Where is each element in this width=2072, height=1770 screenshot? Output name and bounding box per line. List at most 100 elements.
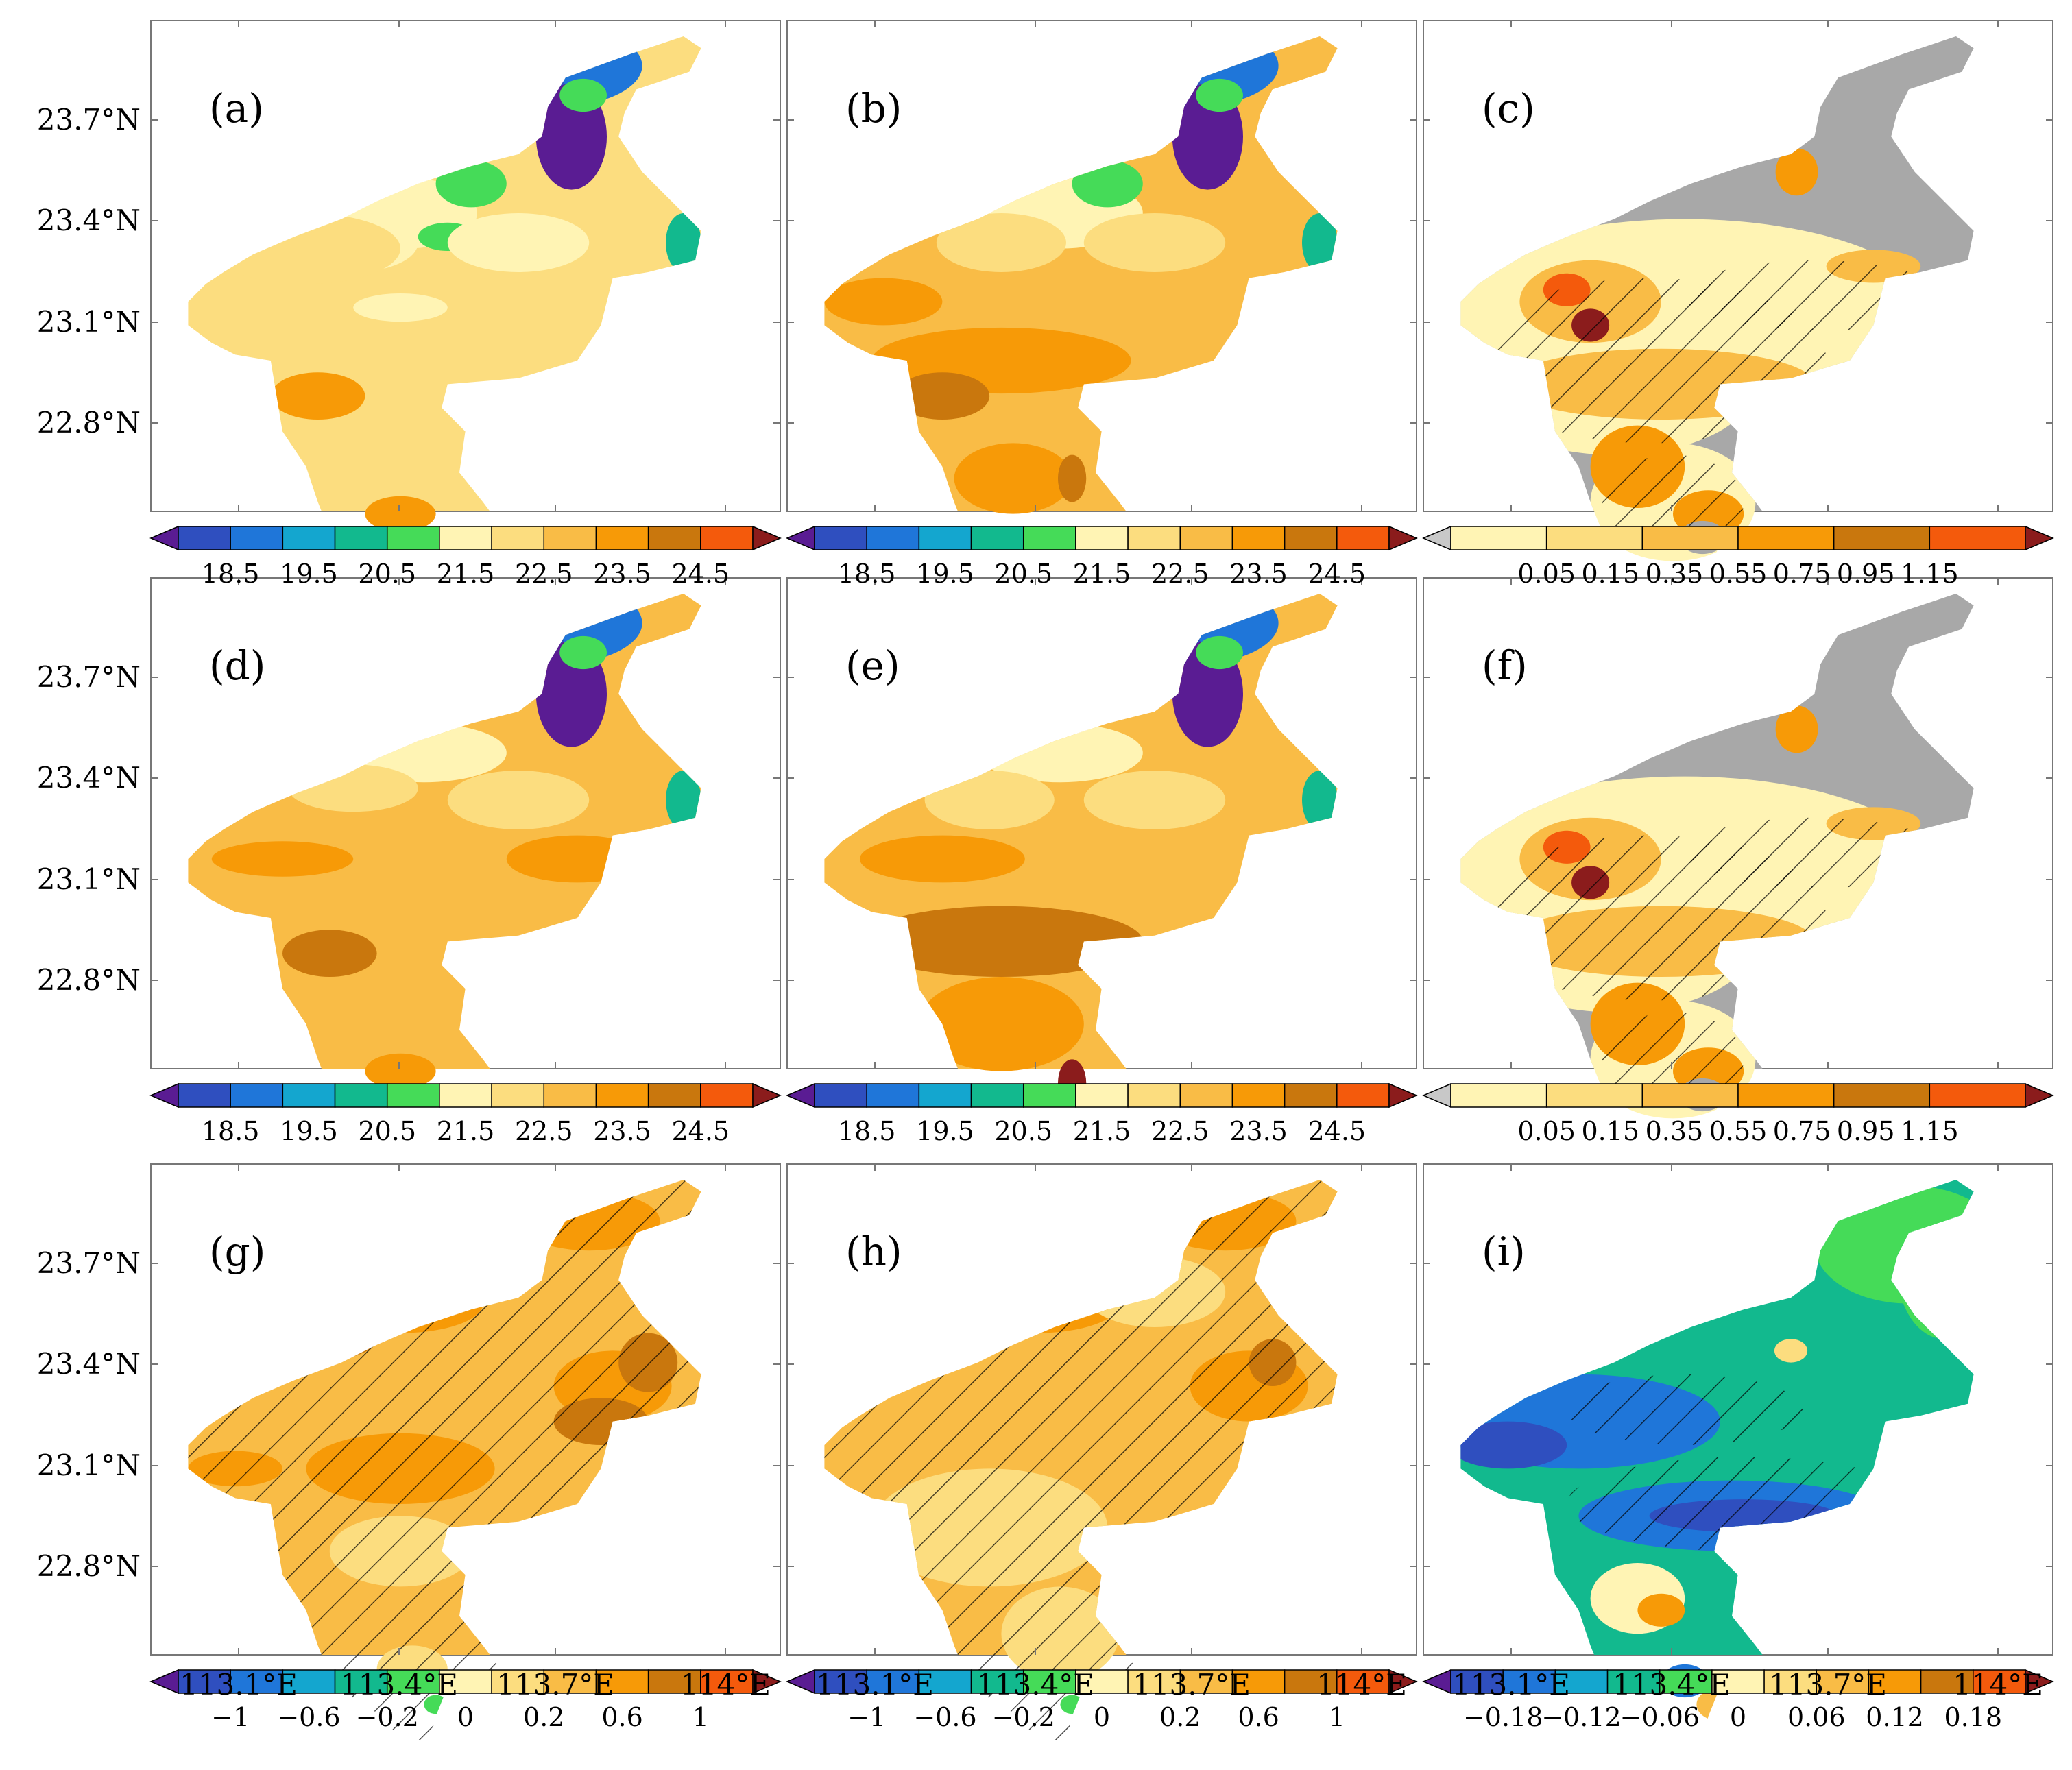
colorbar-segment (595, 526, 649, 550)
colorbar-tick-label: 0 (1730, 1702, 1746, 1732)
contour-region (447, 771, 590, 829)
colorbar-segment (439, 1083, 492, 1108)
contour-region (559, 78, 607, 112)
colorbar-a: 18.5 19.5 20.5 21.5 22.5 23.5 24.5 (149, 525, 782, 589)
colorbar-tick-label: 0.55 (1709, 1116, 1768, 1146)
colorbar-segment (814, 526, 867, 550)
colorbar-tick-label: 0.6 (1238, 1702, 1279, 1732)
colorbar-segment (1641, 526, 1739, 550)
panel-label: (i) (1482, 1228, 1526, 1275)
colorbar-tick-label: −0.6 (277, 1702, 340, 1732)
longitude-label: 113.7°E (496, 1668, 614, 1701)
colorbar-tick-label: 0.15 (1581, 559, 1639, 589)
colorbar-segment (1075, 526, 1129, 550)
contour-region (353, 293, 448, 322)
colorbar-tick-label: 24.5 (672, 559, 730, 589)
colorbar-segment (439, 526, 492, 550)
colorbar-segment (1929, 1083, 2026, 1108)
colorbar-segment (491, 1083, 545, 1108)
colorbar-segment (1737, 526, 1835, 550)
colorbar-tick-label: 19.5 (280, 559, 338, 589)
colorbar-tick-label: 24.5 (1308, 1116, 1366, 1146)
colorbar-segment (1022, 1669, 1076, 1694)
colorbar-arrow-left (786, 1082, 815, 1108)
colorbar-segment (1833, 526, 1931, 550)
colorbar-tick-label: 21.5 (437, 559, 495, 589)
colorbar-segment (282, 1083, 336, 1108)
colorbar-arrow-left (149, 1082, 179, 1108)
colorbar-segment (1179, 1669, 1233, 1694)
colorbar-segment (1737, 1083, 1835, 1108)
longitude-label: 114°E (1316, 1668, 1407, 1701)
longitude-label: 113.4°E (1613, 1668, 1731, 1701)
colorbar-segment (230, 526, 284, 550)
colorbar-arrow-right (2025, 1669, 2054, 1695)
colorbar-tick-label: 0.2 (1159, 1702, 1201, 1732)
colorbar-tick-label: 1.15 (1901, 559, 1959, 589)
latitude-label: 23.4°N (37, 761, 141, 795)
latitude-label: 22.8°N (37, 963, 141, 997)
contour-region (1083, 213, 1226, 272)
colorbar-tick-label: −0.18 (1463, 1702, 1543, 1732)
longitude-label: 113.7°E (1769, 1668, 1887, 1701)
colorbar-f: 0.05 0.15 0.35 0.55 0.75 0.95 1.15 (1422, 1082, 2054, 1146)
panel-a: (a) (150, 20, 781, 532)
colorbar-tick-label: 0.05 (1517, 1116, 1576, 1146)
longitude-label: 114°E (680, 1668, 771, 1701)
colorbar-tick-label: 22.5 (515, 1116, 573, 1146)
colorbar-tick-label: 0.15 (1581, 1116, 1639, 1146)
longitude-label: 113.7°E (1133, 1668, 1251, 1701)
colorbar-segment (386, 526, 440, 550)
colorbar-segment (1606, 1669, 1661, 1694)
colorbar-arrow-left (786, 1669, 815, 1695)
longitude-label: 113.4°E (340, 1668, 458, 1701)
colorbar-tick-label: 22.5 (515, 559, 573, 589)
contour-region (282, 930, 377, 977)
contour-region (1072, 160, 1143, 208)
panel-i: (i) (1423, 1163, 2053, 1721)
colorbar-tick-label: 0.2 (523, 1702, 564, 1732)
colorbar-segment (1450, 1669, 1504, 1694)
contour-region (1057, 454, 1087, 502)
colorbar-segment (970, 526, 1024, 550)
panel-label: (g) (209, 1228, 265, 1275)
contour-region (954, 443, 1072, 514)
latitude-label: 23.7°N (37, 660, 141, 694)
latitude-label: 23.4°N (37, 204, 141, 237)
colorbar-segment (1920, 1669, 1974, 1694)
colorbar-tick-label: 0.95 (1837, 1116, 1895, 1146)
colorbar-arrow-right (2025, 1082, 2054, 1108)
colorbar-segment (866, 526, 920, 550)
panel-f: (f) (1423, 577, 2053, 1119)
colorbar-tick-label: 18.5 (202, 1116, 260, 1146)
colorbar-e: 18.5 19.5 20.5 21.5 22.5 23.5 24.5 (786, 1082, 1418, 1146)
contour-region (1302, 771, 1338, 830)
colorbar-segment (282, 526, 336, 550)
colorbar-tick-label: −0.12 (1541, 1702, 1621, 1732)
latitude-label: 23.7°N (37, 1246, 141, 1280)
colorbar-b: 18.5 19.5 20.5 21.5 22.5 23.5 24.5 (786, 525, 1418, 589)
colorbar-tick-label: 23.5 (1229, 1116, 1288, 1146)
colorbar-tick-label: 0.12 (1866, 1702, 1924, 1732)
latitude-label: 23.4°N (37, 1347, 141, 1381)
contour-region (895, 372, 990, 420)
colorbar-tick-label: 0.6 (601, 1702, 642, 1732)
contour-region (919, 977, 1084, 1071)
longitude-label: 113.4°E (976, 1668, 1094, 1701)
latitude-label: 23.1°N (37, 862, 141, 896)
contour-region (1775, 148, 1818, 196)
colorbar-segment (1554, 1669, 1609, 1694)
colorbar-segment (595, 1083, 649, 1108)
panel-e: (e) (786, 577, 1417, 1107)
colorbar-tick-label: −0.2 (992, 1702, 1055, 1732)
contour-region (559, 635, 607, 670)
contour-region (1196, 78, 1243, 112)
colorbar-segment (647, 526, 701, 550)
colorbar-arrow-left (1422, 1669, 1451, 1695)
colorbar-tick-label: 19.5 (916, 1116, 974, 1146)
colorbar-i: −0.18−0.12−0.06 0 0.06 0.12 0.18 (1422, 1669, 2054, 1732)
latitude-label: 23.7°N (37, 103, 141, 136)
colorbar-segment (918, 526, 972, 550)
colorbar-arrow-right (1388, 1082, 1418, 1108)
